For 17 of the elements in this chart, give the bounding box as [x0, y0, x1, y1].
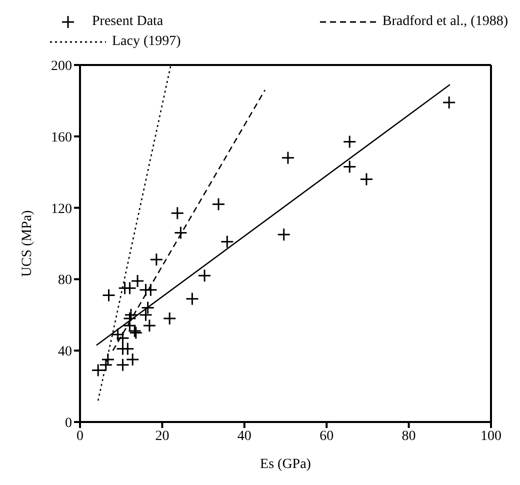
- y-tick-label: 200: [51, 58, 72, 74]
- legend-label: Present Data: [92, 14, 164, 30]
- x-tick-label: 0: [76, 428, 84, 444]
- x-axis-title: Es (GPa): [260, 457, 312, 472]
- x-tick-label: 80: [402, 428, 416, 444]
- x-tick-label: 100: [480, 428, 502, 444]
- y-axis-title: UCS (MPa): [20, 210, 35, 277]
- y-tick-label: 80: [58, 273, 72, 288]
- legend-label: Lacy (1997): [112, 34, 181, 50]
- y-tick-label: 0: [65, 416, 72, 431]
- x-tick-label: 20: [155, 428, 170, 444]
- x-tick-label: 60: [320, 428, 334, 444]
- y-tick-label: 160: [51, 130, 72, 146]
- y-tick-label: 40: [58, 344, 72, 360]
- legend-label: Bradford et al., (1988): [382, 14, 508, 30]
- y-tick-label: 120: [51, 202, 72, 217]
- x-tick-label: 40: [237, 428, 252, 444]
